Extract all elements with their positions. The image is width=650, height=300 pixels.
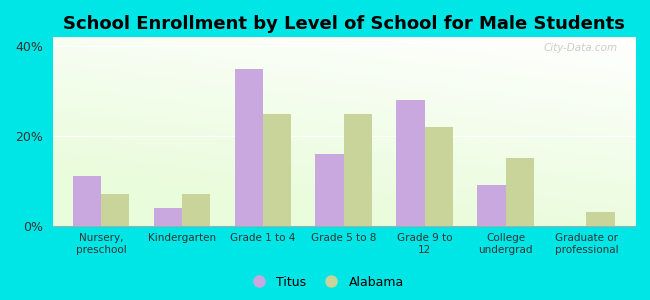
Bar <box>182 194 211 226</box>
Bar <box>586 212 615 226</box>
Title: School Enrollment by Level of School for Male Students: School Enrollment by Level of School for… <box>63 15 625 33</box>
Text: City-Data.com: City-Data.com <box>543 43 618 53</box>
Bar <box>73 176 101 226</box>
Bar <box>153 208 182 226</box>
Bar <box>263 114 291 226</box>
Bar <box>344 114 372 226</box>
Bar <box>424 127 453 226</box>
Bar <box>506 158 534 226</box>
Bar <box>477 185 506 226</box>
Legend: Titus, Alabama: Titus, Alabama <box>241 271 409 294</box>
Bar <box>315 154 344 226</box>
Bar <box>396 100 424 226</box>
Bar <box>101 194 129 226</box>
Bar <box>235 69 263 226</box>
